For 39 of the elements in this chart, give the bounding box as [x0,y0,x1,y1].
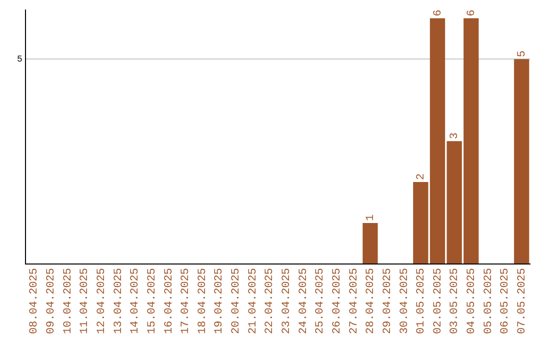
data-label: 6 [432,10,444,16]
x-tick-label: 20.04.2025 [230,268,243,334]
data-label: 2 [416,173,428,180]
bar [514,59,530,264]
x-tick-label: 08.04.2025 [28,268,41,334]
x-tick-label: 23.04.2025 [281,268,294,334]
x-tick-label: 21.04.2025 [247,268,260,334]
x-tick-label: 16.04.2025 [163,268,176,334]
x-tick-label: 01.05.2025 [416,268,428,334]
x-tick-label: 22.04.2025 [264,268,276,334]
x-tick-label: 17.04.2025 [180,268,192,334]
data-label: 3 [449,132,462,140]
x-tick-label: 19.04.2025 [214,268,226,334]
bar [362,223,378,264]
x-tick-label: 30.04.2025 [398,268,411,334]
x-tick-label: 28.04.2025 [365,268,378,334]
x-tick-label: 05.05.2025 [482,268,495,334]
x-tick-label: 04.05.2025 [466,268,478,334]
x-tick-label: 29.04.2025 [382,268,394,334]
x-tick-label: 10.04.2025 [62,268,74,334]
x-tick-label: 09.04.2025 [46,268,58,334]
data-label: 1 [365,214,378,222]
x-tick-label: 27.04.2025 [348,268,360,334]
data-label: 6 [466,10,478,16]
x-tick-label: 26.04.2025 [331,268,344,334]
x-tick-label: 13.04.2025 [112,268,125,334]
data-label: 5 [516,50,528,58]
x-tick-label: 18.04.2025 [196,268,209,334]
bar [413,182,428,264]
x-tick-label: 14.04.2025 [130,268,142,334]
x-tick-label: 03.05.2025 [449,268,462,334]
x-tick-label: 25.04.2025 [314,268,327,334]
x-tick-label: 24.04.2025 [298,268,310,334]
x-tick-label: 02.05.2025 [432,268,444,334]
x-tick-label: 06.05.2025 [500,268,512,334]
x-tick-label: 11.04.2025 [79,268,92,334]
x-tick-label: 12.04.2025 [96,268,108,334]
x-tick-label: 15.04.2025 [146,268,158,334]
x-tick-label: 07.05.2025 [516,268,528,334]
